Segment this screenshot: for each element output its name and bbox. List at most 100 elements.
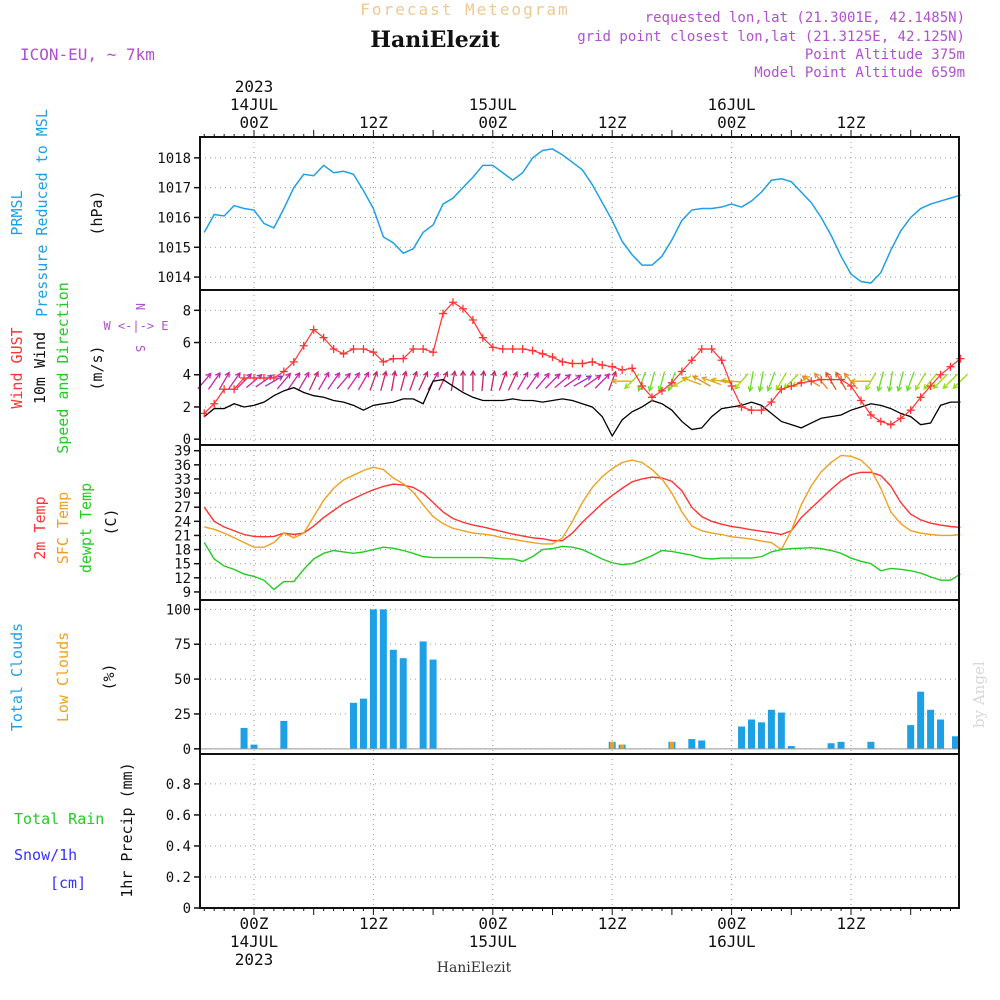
label-10m-wind: 10m Wind bbox=[31, 332, 49, 404]
wind-arrow-head bbox=[849, 378, 856, 385]
gust-marker bbox=[946, 362, 955, 371]
wind-arrow bbox=[490, 371, 496, 392]
cloud-bar-total bbox=[379, 609, 387, 749]
wind-arrow bbox=[583, 374, 601, 388]
wind-arrow bbox=[507, 371, 518, 391]
gust-marker bbox=[250, 373, 258, 382]
gust-marker bbox=[329, 344, 338, 353]
wind-arrow-head bbox=[801, 375, 808, 381]
wind-arrow-head bbox=[876, 385, 883, 393]
gust-marker bbox=[409, 344, 418, 353]
wind-arrow-head bbox=[422, 370, 429, 378]
cloud-bar-total bbox=[359, 698, 367, 749]
gust-marker bbox=[309, 325, 318, 334]
cloud-bar-total bbox=[419, 641, 427, 749]
bottom-time-label: 12Z bbox=[598, 914, 627, 933]
gust-marker bbox=[578, 359, 587, 368]
gust-marker bbox=[498, 344, 507, 353]
wind-arrow-head bbox=[391, 370, 398, 377]
top-time-label: 00Z bbox=[478, 113, 507, 132]
gust-marker bbox=[598, 361, 607, 370]
gust-marker bbox=[200, 409, 209, 418]
wind-arrow-head bbox=[285, 372, 292, 379]
header-location: HaniElezit bbox=[370, 27, 500, 53]
top-year-label: 2023 bbox=[235, 77, 274, 96]
gust-marker bbox=[886, 420, 895, 429]
gust-marker bbox=[797, 378, 806, 387]
compass-north: N bbox=[133, 303, 147, 310]
wind-arrow bbox=[327, 372, 340, 390]
wind-arrow bbox=[409, 371, 418, 391]
bottom-time-label: 00Z bbox=[478, 914, 507, 933]
gust-marker bbox=[648, 393, 656, 402]
wind-arrow bbox=[888, 371, 894, 392]
ytick-label: 1014 bbox=[157, 270, 191, 286]
gust-marker bbox=[916, 393, 925, 402]
gust-marker bbox=[220, 385, 229, 394]
ytick-label: 9 bbox=[183, 585, 191, 601]
wind-arrow-head bbox=[610, 378, 617, 385]
gust-marker bbox=[638, 382, 647, 391]
wind-arrow-head bbox=[433, 371, 439, 378]
wind-arrow bbox=[390, 371, 396, 392]
top-time-label: 14JUL bbox=[230, 95, 278, 114]
label-low-clouds: Low Clouds bbox=[54, 632, 72, 722]
cloud-bar-total bbox=[757, 722, 765, 749]
cloud-bar-total bbox=[429, 659, 437, 749]
wind-arrow-head bbox=[914, 384, 921, 392]
wind-arrow bbox=[544, 373, 561, 389]
wind-arrow-head bbox=[459, 369, 466, 376]
wind-arrow-head bbox=[585, 375, 593, 381]
gust-marker bbox=[956, 354, 965, 363]
gust-marker bbox=[449, 298, 457, 307]
gust-marker bbox=[379, 357, 388, 366]
gust-marker bbox=[269, 373, 278, 382]
gust-marker bbox=[429, 348, 438, 357]
ytick-label: 15 bbox=[174, 557, 191, 573]
wind-arrow-head bbox=[480, 369, 487, 377]
bottom-time-label: 16JUL bbox=[708, 932, 756, 951]
gust-marker bbox=[866, 411, 875, 420]
wind-arrow-head bbox=[865, 384, 871, 392]
panel-frames bbox=[199, 130, 960, 915]
wind-arrow bbox=[923, 373, 938, 390]
ytick-label: 50 bbox=[174, 672, 191, 688]
wind-arrow bbox=[775, 372, 787, 391]
wind-arrow-head bbox=[412, 370, 419, 377]
cloud-bar-total bbox=[907, 725, 915, 749]
wind-arrow-head bbox=[554, 373, 561, 380]
gust-marker bbox=[210, 399, 219, 408]
gust-marker bbox=[717, 356, 726, 365]
top-time-label: 00Z bbox=[240, 113, 269, 132]
panel-labels: PRMSL Pressure Reduced to MSL (hPa) Wind GU… bbox=[8, 109, 136, 898]
wind-arrow-head bbox=[835, 371, 841, 378]
top-time-label: 12Z bbox=[598, 113, 627, 132]
panel-wind: 0 2 4 6 8 N W <-|-> E S bbox=[103, 290, 968, 448]
gust-marker bbox=[876, 417, 885, 426]
gust-marker bbox=[777, 385, 786, 394]
wind-arrow bbox=[638, 371, 647, 391]
label-2m-temp: 2m Temp bbox=[31, 496, 49, 559]
gust-marker bbox=[259, 373, 268, 382]
top-time-label: 00Z bbox=[717, 113, 746, 132]
gust-marker bbox=[737, 402, 746, 411]
gust-marker bbox=[359, 344, 368, 353]
wind-arrow-head bbox=[294, 371, 301, 379]
label-total-clouds: Total Clouds bbox=[8, 623, 26, 731]
wind-arrow bbox=[357, 372, 370, 391]
ytick-label: 21 bbox=[174, 528, 191, 544]
gust-marker bbox=[419, 344, 428, 353]
wind-arrow-head bbox=[512, 370, 518, 378]
wind-arrow-head bbox=[766, 385, 773, 392]
cloud-bar-total bbox=[350, 702, 357, 749]
label-snow: Snow/1h bbox=[14, 846, 77, 864]
wind-arrow bbox=[648, 371, 656, 392]
wind-arrow-head bbox=[942, 383, 949, 390]
wind-arrow bbox=[318, 372, 330, 391]
ytick-label: 0 bbox=[183, 432, 191, 448]
label-sfc-temp: SFC Temp bbox=[54, 492, 72, 564]
label-speed-direction: Speed and Direction bbox=[54, 282, 72, 454]
wind-arrow-head bbox=[647, 385, 654, 393]
